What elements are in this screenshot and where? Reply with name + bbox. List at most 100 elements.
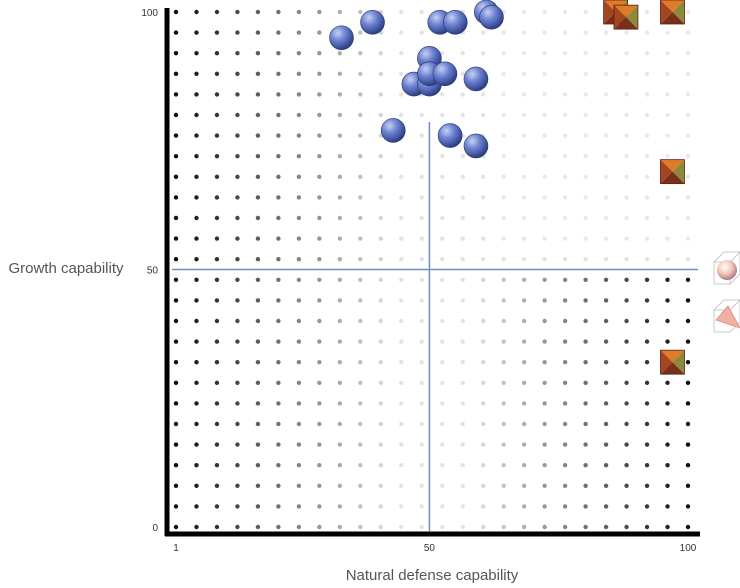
grid-dot: [317, 421, 322, 427]
grid-dot: [296, 401, 302, 406]
grid-dot: [255, 71, 261, 77]
grid-dot: [603, 380, 609, 385]
grid-dot: [337, 174, 343, 179]
grid-dot: [440, 504, 445, 509]
grid-dot: [317, 442, 322, 447]
grid-dot: [399, 421, 404, 427]
grid-dot: [235, 30, 240, 35]
grid-dot: [481, 257, 486, 262]
grid-dot: [276, 112, 281, 118]
x-axis-title: Natural defense capability: [346, 567, 519, 584]
grid-dot: [235, 9, 240, 15]
grid-dot: [296, 442, 302, 447]
grid-dot: [542, 463, 547, 468]
grid-dot: [276, 9, 281, 15]
grid-dot: [624, 339, 629, 344]
grid-dot: [378, 257, 383, 262]
grid-dot: [583, 360, 588, 365]
grid-dot: [542, 339, 547, 344]
grid-dot: [337, 298, 343, 303]
grid-dot: [194, 236, 199, 241]
grid-dot: [378, 421, 383, 427]
grid-dot: [665, 236, 670, 241]
grid-dot: [542, 298, 547, 303]
grid-dot: [399, 360, 404, 365]
grid-dot: [194, 380, 199, 385]
grid-dot: [521, 71, 527, 77]
grid-dot: [235, 504, 240, 509]
grid-dot: [317, 504, 322, 509]
grid-dot: [276, 463, 281, 468]
grid-dot: [501, 195, 506, 200]
grid-dot: [214, 318, 220, 324]
grid-dot: [358, 380, 363, 385]
grid-dot: [562, 257, 568, 262]
grid-dot: [501, 133, 506, 138]
grid-dot: [501, 298, 506, 303]
grid-dot: [194, 133, 199, 138]
grid-dot: [358, 318, 363, 324]
grid-dot: [276, 71, 281, 77]
grid-dot: [214, 215, 220, 221]
grid-dot: [296, 9, 302, 15]
grid-dot: [685, 463, 691, 468]
grid-dot: [644, 92, 650, 97]
grid-dot: [378, 215, 383, 221]
background-dot-grid: [173, 9, 691, 530]
grid-dot: [255, 236, 261, 241]
grid-dot: [644, 339, 650, 344]
grid-dot: [481, 504, 486, 509]
grid-dot: [337, 360, 343, 365]
grid-dot: [173, 9, 179, 15]
grid-dot: [481, 524, 486, 530]
grid-dot: [460, 154, 465, 159]
grid-dot: [542, 483, 547, 488]
grid-dot: [419, 154, 424, 159]
grid-dot: [685, 9, 691, 15]
grid-dot: [624, 30, 629, 35]
grid-dot: [255, 277, 261, 282]
grid-dot: [542, 133, 547, 138]
grid-dot: [562, 71, 568, 77]
grid-dot: [501, 92, 506, 97]
grid-dot: [255, 463, 261, 468]
grid-dot: [235, 380, 240, 385]
grid-dot: [296, 524, 302, 530]
grid-dot: [603, 154, 609, 159]
data-points: [329, 0, 685, 375]
grid-dot: [583, 71, 588, 77]
grid-dot: [460, 236, 465, 241]
grid-dot: [685, 421, 691, 427]
grid-dot: [562, 9, 568, 15]
grid-dot: [685, 215, 691, 221]
grid-dot: [399, 524, 404, 530]
grid-dot: [501, 360, 506, 365]
grid-dot: [481, 236, 486, 241]
grid-dot: [399, 339, 404, 344]
grid-dot: [214, 133, 220, 138]
grid-dot: [214, 112, 220, 118]
grid-dot: [358, 92, 363, 97]
grid-dot: [624, 483, 629, 488]
grid-dot: [501, 257, 506, 262]
grid-dot: [173, 154, 179, 159]
grid-dot: [173, 71, 179, 77]
axes: [164, 8, 700, 537]
grid-dot: [481, 339, 486, 344]
grid-dot: [481, 318, 486, 324]
grid-dot: [358, 277, 363, 282]
grid-dot: [378, 360, 383, 365]
grid-dot: [255, 318, 261, 324]
grid-dot: [399, 154, 404, 159]
grid-dot: [235, 298, 240, 303]
grid-dot: [644, 9, 650, 15]
grid-dot: [173, 257, 179, 262]
grid-dot: [419, 215, 424, 221]
grid-dot: [255, 442, 261, 447]
grid-dot: [337, 504, 343, 509]
grid-dot: [665, 71, 670, 77]
grid-dot: [644, 174, 650, 179]
grid-dot: [378, 298, 383, 303]
grid-dot: [583, 133, 588, 138]
grid-dot: [440, 463, 445, 468]
